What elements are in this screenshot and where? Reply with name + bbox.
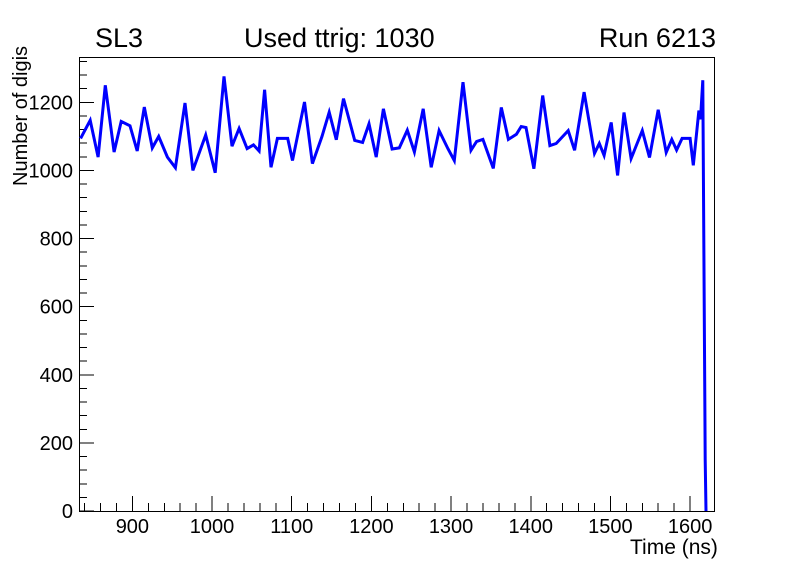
y-tick-label: 1000 (29, 160, 74, 182)
pad-title-left: SL3 (95, 23, 144, 53)
y-tick-label: 800 (40, 229, 73, 251)
histogram-title: Used ttrig: 1030 (244, 23, 435, 53)
y-tick-label: 1200 (29, 92, 74, 114)
x-tick-label: 1200 (349, 516, 394, 538)
y-tick-label: 600 (40, 297, 73, 319)
x-tick-label: 1500 (588, 516, 633, 538)
x-tick-label: 1000 (190, 516, 235, 538)
x-tick-label: 1300 (429, 516, 474, 538)
x-tick-label: 900 (116, 516, 149, 538)
plot-frame (79, 57, 715, 512)
x-axis-title: Time (ns) (630, 536, 718, 559)
data-polyline (79, 76, 708, 512)
x-tick-label: 1600 (668, 516, 713, 538)
x-tick-label: 1100 (270, 516, 313, 538)
run-number-label: Run 6213 (598, 23, 716, 53)
y-tick-label: 0 (62, 501, 73, 523)
x-axis: 900 1000 1100 1200 1300 1400 1500 1600 (84, 496, 713, 538)
y-tick-label: 400 (40, 365, 73, 387)
y-tick-label: 200 (40, 433, 73, 455)
y-axis: 0 200 400 600 800 1000 1200 (29, 60, 94, 523)
x-tick-label: 1400 (509, 516, 554, 538)
